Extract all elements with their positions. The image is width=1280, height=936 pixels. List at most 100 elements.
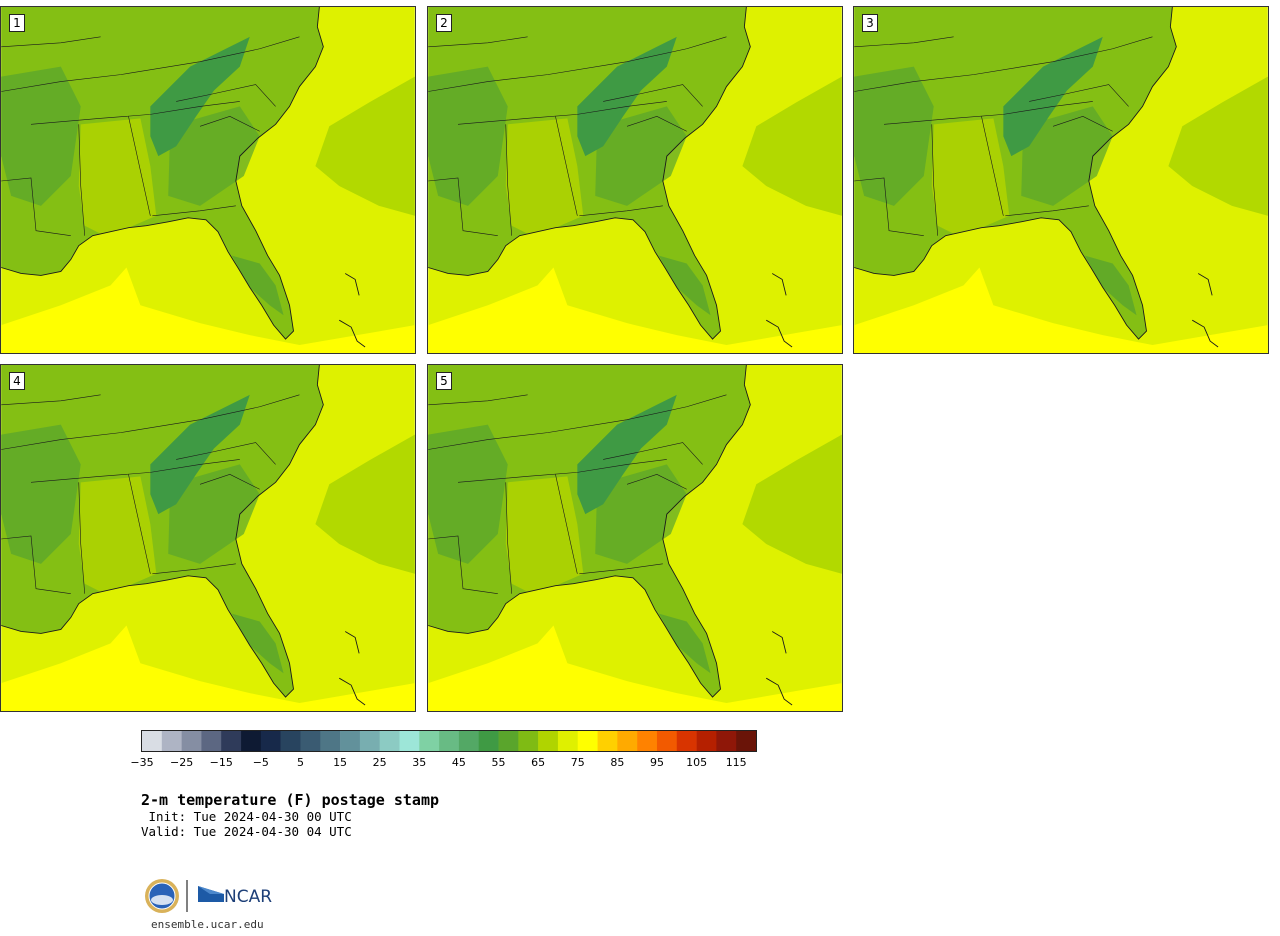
state-border: [1052, 116, 1113, 132]
bahamas-outline: [339, 319, 366, 348]
valid-time: Valid: Tue 2024-04-30 04 UTC: [141, 824, 352, 839]
land-cool-zone: [595, 464, 687, 564]
land-cool-zone: [168, 106, 260, 206]
state-border: [854, 36, 1153, 92]
colorbar-bin: [637, 731, 658, 751]
colorbar-bin: [656, 731, 678, 751]
state-border: [626, 116, 687, 132]
colorbar-bin: [478, 731, 499, 751]
state-border: [931, 124, 939, 236]
gulf-warm-zone: [1, 267, 415, 353]
gulf-warm-zone: [428, 625, 842, 711]
state-border: [176, 442, 276, 465]
colorbar-tick-label: 25: [372, 756, 387, 769]
state-border: [428, 177, 498, 236]
colorbar-bin: [498, 731, 519, 751]
state-border: [1, 36, 101, 48]
colorbar-bin: [221, 731, 242, 751]
state-border: [1005, 205, 1089, 217]
state-border: [30, 101, 240, 125]
bahamas-outline: [1197, 273, 1213, 296]
colorbar-tick-label: 105: [686, 756, 708, 769]
state-border: [981, 116, 1004, 216]
state-border: [428, 36, 528, 48]
colorbar-bin: [340, 731, 361, 751]
temperature-map-1: [1, 7, 415, 353]
colorbar-tick-label: 95: [649, 756, 664, 769]
temperature-map-5: [428, 365, 842, 711]
colorbar-tick-label: −5: [252, 756, 269, 769]
coastline: [428, 365, 751, 698]
colorbar-bin: [201, 731, 222, 751]
colorbar-bin: [260, 731, 281, 751]
colorbar-tick-label: 55: [491, 756, 506, 769]
map-panel-1: 1: [0, 6, 416, 354]
temperature-map-2: [428, 7, 842, 353]
land-fill: [1, 7, 324, 340]
colorbar-bin: [518, 731, 539, 751]
land-cool-zone: [428, 66, 508, 206]
land-fill: [1, 365, 324, 698]
land-warm-zone: [78, 476, 157, 592]
colorbar-bin: [696, 731, 717, 751]
colorbar-tick-label: 35: [412, 756, 427, 769]
land-cool-zone: [168, 464, 260, 564]
bahamas-outline: [339, 677, 366, 706]
member-label-1: 1: [9, 14, 25, 32]
state-border: [457, 459, 667, 483]
colorbar-bin: [577, 731, 598, 751]
land-cool-zone: [1021, 106, 1113, 206]
state-border: [555, 474, 578, 574]
state-border: [78, 124, 86, 236]
ncar-logo-text: NCAR: [224, 887, 272, 907]
state-border: [128, 116, 151, 216]
colorbar-tick-label: 45: [451, 756, 466, 769]
colorbar-bin: [359, 731, 380, 751]
bahamas-outline: [1192, 319, 1219, 348]
colorbar-bin: [320, 731, 341, 751]
colorbar-tick-label: −25: [170, 756, 194, 769]
colorbar-tick-label: −15: [209, 756, 233, 769]
colorbar-bin: [142, 731, 163, 751]
ncar-icon: [198, 886, 224, 902]
state-border: [1, 394, 300, 450]
state-border: [854, 36, 954, 48]
state-border: [1, 535, 71, 594]
land-warm-zone: [505, 118, 584, 234]
nsf-ncar-logo: NCAR: [145, 879, 272, 913]
colorbar-bin: [379, 731, 400, 751]
bahamas-outline: [766, 677, 793, 706]
atlantic-cool-zone: [315, 76, 415, 216]
land-fill: [428, 7, 751, 340]
florida-zone: [231, 255, 284, 316]
colorbar-bin: [538, 731, 559, 751]
colorbar-bin: [241, 731, 262, 751]
plot-title: 2-m temperature (F) postage stamp: [141, 791, 440, 809]
colorbar-bin: [280, 731, 301, 751]
florida-zone: [658, 613, 711, 674]
member-label-2: 2: [436, 14, 452, 32]
state-border: [30, 459, 240, 483]
member-label-3: 3: [862, 14, 878, 32]
florida-zone: [658, 255, 711, 316]
land-cool-zone: [854, 66, 934, 206]
colorbar-tick-label: 15: [333, 756, 348, 769]
coastline: [428, 7, 751, 340]
state-border: [152, 205, 236, 217]
colorbar-tick-label: 85: [610, 756, 625, 769]
colorbar-tick-label: 5: [296, 756, 304, 769]
colorbar-bin: [161, 731, 182, 751]
gulf-warm-zone: [1, 625, 415, 711]
land-cool-zone: [1, 424, 81, 564]
land-warm-zone: [505, 476, 584, 592]
colorbar-bin: [399, 731, 420, 751]
map-panel-3: 3: [853, 6, 1269, 354]
state-border: [128, 474, 151, 574]
coastline: [1, 7, 324, 340]
bahamas-outline: [771, 273, 787, 296]
state-border: [883, 101, 1093, 125]
land-cool-zone: [428, 424, 508, 564]
land-warm-zone: [78, 118, 157, 234]
state-border: [457, 101, 667, 125]
florida-zone: [231, 613, 284, 674]
